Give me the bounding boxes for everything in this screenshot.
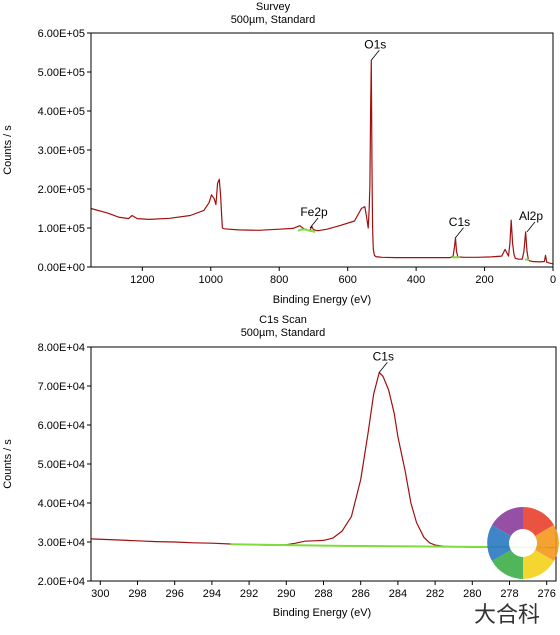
watermark-logo-icon xyxy=(487,507,559,579)
c1s-scan-chart: C1s Scan 500µm, Standard 300 298 296 294 292… xyxy=(2,314,556,619)
peak-leader-line xyxy=(310,218,318,228)
c1s-y-tick-label: 6.00E+04 xyxy=(38,420,85,432)
c1s-series xyxy=(91,372,556,547)
c1s-x-tick-label: 292 xyxy=(240,588,258,600)
peak-label-al2p: Al2p xyxy=(519,209,543,223)
c1s-x-tick-label: 296 xyxy=(166,588,184,600)
c1s-x-tick-label: 294 xyxy=(203,588,221,600)
peak-leader-line xyxy=(527,222,535,232)
survey-subtitle: 500µm, Standard xyxy=(231,14,316,26)
survey-axis-ticks: 1200 1000 800 600 400 200 0 0.00E+00 1.00E+05 2.0… xyxy=(38,28,556,286)
peak-leader-line xyxy=(371,50,379,60)
survey-y-tick-label: 2.00E+05 xyxy=(38,184,85,196)
survey-x-tick-label: 0 xyxy=(550,274,556,286)
survey-series xyxy=(91,60,553,264)
survey-x-tick-label: 1000 xyxy=(199,274,223,286)
c1s-x-tick-label: 298 xyxy=(128,588,146,600)
c1s-y-tick-label: 4.00E+04 xyxy=(38,498,85,510)
peak-leader-line xyxy=(455,228,463,238)
c1s-x-tick-label: 280 xyxy=(463,588,481,600)
survey-plot-frame xyxy=(91,33,553,267)
survey-background-line xyxy=(298,229,315,232)
c1s-title: C1s Scan xyxy=(259,314,307,326)
c1s-x-tick-label: 286 xyxy=(352,588,370,600)
peak-leader-line xyxy=(379,362,387,372)
c1s-y-tick-label: 7.00E+04 xyxy=(38,381,85,393)
survey-y-tick-label: 3.00E+05 xyxy=(38,145,85,157)
c1s-subtitle: 500µm, Standard xyxy=(241,327,326,339)
watermark-text-icon: 大合科 xyxy=(474,603,540,628)
c1s-y-tick-label: 2.00E+04 xyxy=(38,576,85,588)
survey-x-tick-label: 1200 xyxy=(130,274,154,286)
c1s-annotations: C1s xyxy=(373,349,394,372)
survey-x-tick-label: 200 xyxy=(475,274,493,286)
peak-label-o1s: O1s xyxy=(364,37,386,51)
survey-y-tick-label: 0.00E+00 xyxy=(38,262,85,274)
c1s-spectrum-line xyxy=(91,372,556,547)
survey-x-tick-label: 600 xyxy=(338,274,356,286)
c1s-y-tick-label: 3.00E+04 xyxy=(38,537,85,549)
c1s-x-tick-label: 278 xyxy=(500,588,518,600)
c1s-x-tick-label: 282 xyxy=(426,588,444,600)
peak-label-c1s: C1s xyxy=(449,215,470,229)
survey-x-tick-label: 800 xyxy=(270,274,288,286)
survey-y-tick-label: 1.00E+05 xyxy=(38,223,85,235)
c1s-y-tick-label: 5.00E+04 xyxy=(38,459,85,471)
survey-xlabel: Binding Energy (eV) xyxy=(273,294,371,306)
peak-label-fe2p: Fe2p xyxy=(300,205,328,219)
survey-title: Survey xyxy=(256,1,291,13)
c1s-axis-ticks: 300 298 296 294 292 290 288 286 284 282 280 278 276 2… xyxy=(38,342,556,600)
c1s-y-tick-label: 8.00E+04 xyxy=(38,342,85,354)
c1s-x-tick-label: 290 xyxy=(277,588,295,600)
survey-spectrum-line xyxy=(91,60,553,264)
survey-y-tick-label: 4.00E+05 xyxy=(38,106,85,118)
survey-chart: Survey 500µm, Standard 1200 1000 800 600 400… xyxy=(2,1,556,306)
c1s-x-tick-label: 276 xyxy=(538,588,556,600)
survey-annotations: O1s Fe2p C1s Al2p xyxy=(300,37,543,237)
peak-label-c1s: C1s xyxy=(373,349,394,363)
c1s-xlabel: Binding Energy (eV) xyxy=(273,607,371,619)
survey-y-tick-label: 6.00E+05 xyxy=(38,28,85,40)
survey-x-tick-label: 400 xyxy=(407,274,425,286)
c1s-x-tick-label: 288 xyxy=(314,588,332,600)
survey-y-tick-label: 5.00E+05 xyxy=(38,67,85,79)
c1s-x-tick-label: 300 xyxy=(91,588,109,600)
c1s-ylabel: Counts / s xyxy=(2,439,14,489)
c1s-x-tick-label: 284 xyxy=(389,588,407,600)
survey-ylabel: Counts / s xyxy=(2,125,14,175)
